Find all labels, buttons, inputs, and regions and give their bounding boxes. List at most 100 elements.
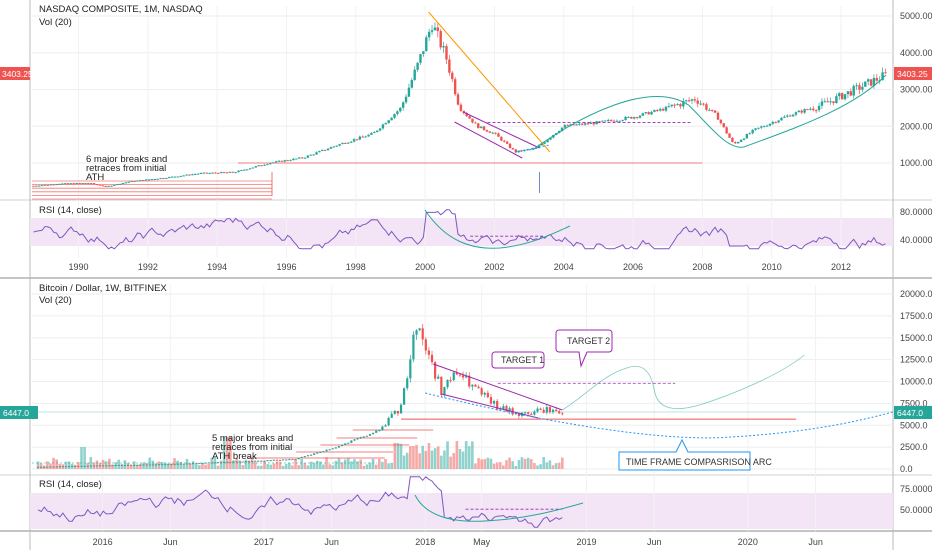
bottom-volume-bar [483,458,487,469]
bottom-candle-body [486,392,489,398]
top-candle-body [598,121,601,123]
top-candle-body [335,145,338,147]
top-candle-body [271,162,275,164]
top-candle-body [352,139,356,142]
top-candle-body [234,172,237,174]
top-candle-body [771,122,775,124]
bottom-volume-bar [405,452,409,469]
bottom-candle-body [303,456,306,458]
top-candle-body [858,85,861,90]
bottom-volume-bar [533,462,536,469]
bottom-volume-bar [294,459,297,469]
top-candle-body [812,108,815,111]
bottom-volume-bar [545,462,549,469]
bottom-volume-bar [188,463,192,469]
top-candle-body [139,180,142,182]
bottom-volume-label: Vol (20) [39,295,72,306]
top-x-tick-label: 2004 [554,262,574,272]
top-candle-body [136,180,139,182]
bottom-candle-body [446,380,449,388]
bottom-y-tick-label: 0.0 [900,464,913,474]
bottom-volume-bar [498,462,502,469]
top-candle-body [725,127,728,134]
bottom-candle-body [142,464,145,466]
bottom-candle-body [114,465,117,467]
bottom-volume-bar [452,453,456,469]
bottom-volume-bar [182,464,186,469]
top-candle-body [367,134,370,137]
top-candle-body [783,116,786,118]
bottom-candle-body [257,460,260,462]
top-candle-body [494,132,497,134]
bottom-candle-body [235,461,238,463]
top-x-tick-label: 2002 [484,262,504,272]
bottom-volume-bar [412,445,415,469]
top-candle-body [765,125,769,127]
top-candle-body [116,184,119,186]
top-candle-body [748,133,751,135]
top-candle-body [832,101,835,104]
bottom-volume-bar [238,460,242,469]
bottom-volume-bar [247,460,251,469]
bottom-candle-body [71,465,74,467]
bottom-candle-body [344,443,347,445]
bottom-candle-body [108,465,111,467]
top-candle-body [511,148,515,150]
time-frame-arc-callout[interactable]: TIME FRAME COMPASRISON ARC [618,438,772,471]
top-candle-body [150,179,154,181]
top-candle-body [699,103,702,105]
top-candle-body [58,183,61,185]
bottom-candle-body [505,406,508,412]
target-2-callout[interactable]: TARGET 2 [555,329,613,368]
bottom-candle-body [455,372,458,375]
bottom-candle-body [415,330,418,335]
top-candle-body [436,27,440,32]
top-candle-body [121,183,125,185]
bottom-candle-body [542,409,545,413]
bottom-volume-bar [520,457,524,469]
bottom-volume-bar [402,455,406,469]
bottom-volume-bar [511,461,514,469]
top-candle-body [329,147,333,149]
top-candle-body [534,147,538,149]
bottom-volume-bar [492,463,496,469]
top-candle-body [144,179,148,181]
bottom-candle-body [223,461,226,463]
target-1-callout[interactable]: TARGET 1 [491,351,545,369]
bottom-candle-body [55,466,58,468]
bottom-volume-bar [548,460,552,469]
top-candle-body [280,160,284,162]
bottom-volume-bar [424,450,428,469]
svg-text:3403.25: 3403.25 [897,69,928,79]
top-candle-body [173,176,177,178]
top-candle-body [736,141,740,144]
bottom-volume-bar [160,462,164,469]
bottom-candle-body [291,459,294,461]
bottom-volume-bar [101,459,105,469]
top-candle-body [202,172,206,174]
bottom-time-arc [425,392,894,439]
top-y-tick-label: 4000.00 [900,48,932,58]
top-candle-body [254,166,258,168]
top-candle-body [540,143,543,146]
top-rsi-arc [424,209,571,249]
bottom-candle-body [319,452,322,454]
bottom-candle-body [207,462,210,464]
bottom-volume-bar [83,447,86,469]
bottom-candle-body [102,465,105,467]
bottom-candle-body [300,456,303,458]
bottom-volume-bar [139,463,142,469]
top-candle-body [644,112,647,114]
top-candle-body [243,169,246,171]
top-candle-body [794,112,798,115]
bottom-volume-bar [222,437,226,469]
bottom-x-tick-label: 2020 [738,537,758,547]
bottom-ath-lines [30,411,893,464]
bottom-rsi-axis-ticks: 75.0000 50.0000 [900,484,932,515]
top-candle-body [497,133,500,137]
top-candle-body [676,104,679,106]
top-candle-body [762,126,766,128]
top-candle-body [589,122,593,124]
top-candle-body [237,170,240,173]
